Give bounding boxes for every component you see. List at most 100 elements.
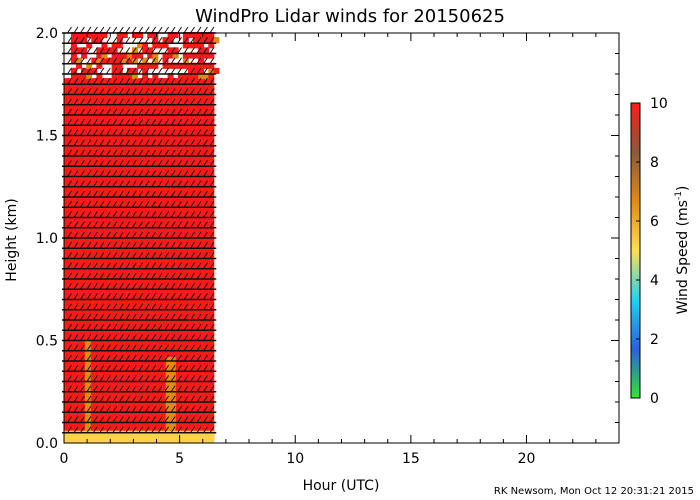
- wind-speed-patch: [116, 42, 123, 49]
- wind-barb: [164, 334, 170, 341]
- wind-barb: [73, 303, 79, 311]
- wind-barb: [112, 395, 118, 403]
- wind-barb: [86, 129, 92, 136]
- wind-barb: [170, 211, 176, 218]
- wind-barb: [125, 395, 131, 403]
- wind-barb: [86, 385, 92, 393]
- wind-barb: [183, 118, 189, 126]
- wind-barb: [183, 262, 189, 270]
- wind-barb: [144, 241, 150, 249]
- wind-barb: [183, 426, 189, 434]
- wind-barb: [92, 77, 98, 85]
- wind-barb: [67, 313, 72, 321]
- wind-barb: [190, 375, 195, 382]
- wind-barb: [131, 323, 137, 331]
- wind-barb: [177, 139, 182, 147]
- wind-barb: [170, 323, 176, 331]
- wind-barb: [80, 303, 85, 311]
- wind-barb: [177, 180, 182, 188]
- wind-barb: [138, 200, 144, 208]
- wind-barb: [125, 190, 131, 198]
- wind-barb: [92, 190, 98, 198]
- wind-barb: [164, 77, 170, 85]
- wind-speed-patch: [193, 37, 200, 44]
- wind-speed-patch: [76, 72, 83, 80]
- wind-speed-patch: [91, 57, 98, 64]
- wind-speed-patch: [70, 42, 77, 49]
- wind-barb: [112, 149, 118, 157]
- wind-barb: [125, 211, 131, 218]
- wind-barb: [203, 272, 208, 280]
- wind-barb: [177, 375, 182, 382]
- wind-barb: [112, 67, 118, 75]
- wind-barb: [177, 67, 182, 75]
- wind-barb: [99, 221, 105, 229]
- wind-barb: [144, 159, 150, 167]
- wind-barb: [131, 364, 137, 372]
- wind-barb: [105, 395, 111, 403]
- wind-barb: [112, 47, 118, 54]
- wind-speed-patch: [126, 67, 133, 74]
- wind-barb: [164, 375, 170, 382]
- wind-barb: [73, 180, 79, 188]
- wind-barb: [99, 118, 105, 126]
- wind-barb: [80, 159, 85, 167]
- wind-barb: [80, 26, 85, 34]
- wind-barb: [99, 282, 105, 290]
- wind-barb: [80, 293, 85, 300]
- wind-barb: [209, 252, 215, 259]
- wind-barb: [125, 313, 131, 321]
- wind-barb: [151, 282, 157, 290]
- colorbar-label: Wind Speed (ms-1): [674, 186, 691, 315]
- wind-barb: [164, 385, 170, 393]
- wind-barb: [170, 375, 176, 382]
- wind-barb: [112, 98, 118, 106]
- wind-barb: [92, 334, 98, 341]
- wind-barb: [183, 241, 189, 249]
- wind-barb: [99, 426, 105, 434]
- wind-speed-patch: [182, 62, 189, 69]
- wind-speed-patch: [198, 72, 205, 80]
- wind-barb: [196, 405, 202, 413]
- wind-barb: [209, 231, 215, 239]
- wind-barb: [92, 416, 98, 423]
- wind-barb: [73, 313, 79, 321]
- wind-speed-patch: [172, 47, 179, 54]
- wind-barb: [73, 262, 79, 270]
- wind-barb: [144, 395, 150, 403]
- wind-speed-patch: [167, 37, 174, 44]
- y-tick-label: 1.5: [36, 129, 58, 145]
- wind-barb: [118, 334, 124, 341]
- wind-barb: [138, 303, 144, 311]
- wind-barb: [203, 334, 208, 341]
- wind-barb: [80, 364, 85, 372]
- wind-barb: [196, 272, 202, 280]
- wind-barb: [183, 385, 189, 393]
- wind-barb: [80, 190, 85, 198]
- wind-barb: [67, 262, 72, 270]
- wind-speed-patch: [193, 67, 200, 74]
- wind-barb: [151, 354, 157, 362]
- wind-barb: [203, 190, 208, 198]
- wind-barb: [190, 405, 195, 413]
- wind-barb: [73, 170, 79, 177]
- wind-barb: [131, 262, 137, 270]
- wind-barb: [80, 241, 85, 249]
- wind-barb: [183, 77, 189, 85]
- wind-barb: [73, 77, 79, 85]
- wind-barb: [73, 416, 79, 423]
- wind-barb: [138, 129, 144, 136]
- wind-barb: [177, 231, 182, 239]
- wind-barb: [196, 262, 202, 270]
- wind-barb: [118, 200, 124, 208]
- wind-speed-patch: [198, 57, 205, 64]
- wind-barb: [105, 272, 111, 280]
- wind-barb: [196, 313, 202, 321]
- wind-speed-patch: [116, 72, 123, 80]
- wind-barb: [190, 221, 195, 229]
- wind-barb: [118, 395, 124, 403]
- wind-barb: [170, 416, 176, 423]
- wind-speed-patch: [187, 67, 194, 74]
- wind-barb: [80, 67, 85, 75]
- wind-barb: [157, 385, 163, 393]
